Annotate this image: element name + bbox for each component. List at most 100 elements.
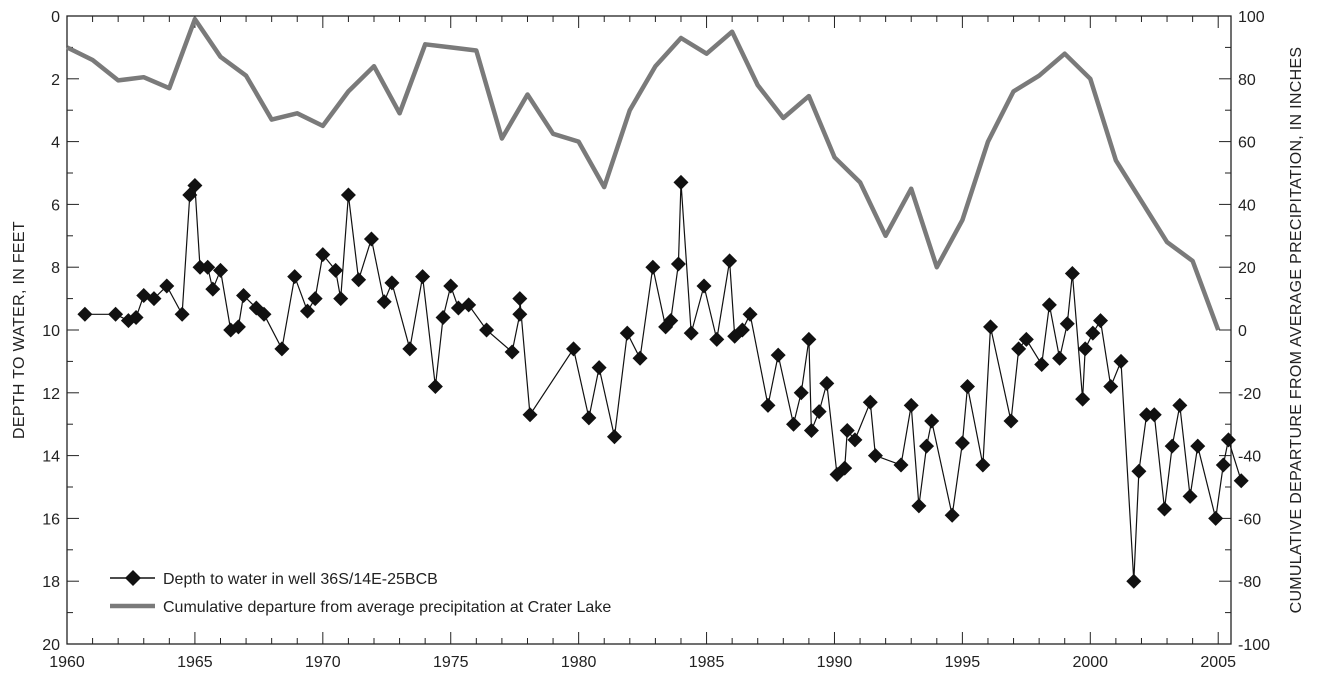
y-tick-label-left: 14 [42, 449, 60, 466]
depth-point [200, 259, 216, 275]
depth-point [146, 291, 162, 307]
depth-point [919, 438, 935, 454]
depth-point [839, 422, 855, 438]
depth-point [837, 460, 853, 476]
depth-point [1075, 391, 1091, 407]
x-tick-label: 1960 [49, 654, 85, 671]
depth-point [1077, 341, 1093, 357]
y-tick-label-right: 40 [1238, 197, 1256, 214]
depth-point [847, 432, 863, 448]
depth-point [299, 303, 315, 319]
depth-point [315, 247, 331, 263]
depth-point [954, 435, 970, 451]
y-tick-label-right: -40 [1238, 449, 1261, 466]
depth-point [924, 413, 940, 429]
depth-point [376, 294, 392, 310]
y-tick-label-left: 0 [51, 9, 60, 26]
depth-point [683, 325, 699, 341]
y-tick-label-left: 18 [42, 574, 60, 591]
y-tick-label-right: 100 [1238, 9, 1265, 26]
depth-point [673, 174, 689, 190]
depth-point [128, 309, 144, 325]
depth-point [363, 231, 379, 247]
depth-point [1233, 473, 1249, 489]
depth-point [742, 306, 758, 322]
depth-point [1208, 510, 1224, 526]
depth-point [1093, 313, 1109, 329]
x-tick-label: 1970 [305, 654, 341, 671]
depth-point [801, 331, 817, 347]
legend: Depth to water in well 36S/14E-25BCB Cum… [110, 570, 611, 616]
x-tick-label: 1995 [945, 654, 981, 671]
depth-point [734, 322, 750, 338]
depth-point [786, 416, 802, 432]
depth-point [205, 281, 221, 297]
depth-point [903, 397, 919, 413]
depth-point [287, 269, 303, 285]
depth-point [975, 457, 991, 473]
depth-point [1139, 407, 1155, 423]
y-tick-label-right: -60 [1238, 511, 1261, 528]
depth-point [663, 313, 679, 329]
x-tick-label: 2000 [1072, 654, 1108, 671]
depth-point [709, 331, 725, 347]
y-tick-label-left: 4 [51, 135, 60, 152]
precipitation-line [66, 16, 1221, 331]
depth-point [960, 379, 976, 395]
depth-point [591, 360, 607, 376]
depth-point [1011, 341, 1027, 357]
depth-point [1146, 407, 1162, 423]
y-tick-label-left: 20 [42, 637, 60, 654]
depth-point [1215, 457, 1231, 473]
y-tick-label-left: 2 [51, 72, 60, 89]
depth-point [236, 287, 252, 303]
depth-point [159, 278, 175, 294]
legend-depth-marker [125, 570, 141, 586]
y-axis-title-left: DEPTH TO WATER, IN FEET [11, 221, 28, 439]
depth-point [402, 341, 418, 357]
depth-point [803, 422, 819, 438]
depth-point [187, 178, 203, 194]
depth-point [522, 407, 538, 423]
x-tick-label: 1965 [177, 654, 213, 671]
depth-point [619, 325, 635, 341]
y-tick-label-left: 16 [42, 511, 60, 528]
depth-point [333, 291, 349, 307]
depth-point [722, 253, 738, 269]
y-tick-label-right: 60 [1238, 135, 1256, 152]
depth-point [212, 262, 228, 278]
depth-point [504, 344, 520, 360]
depth-point [819, 375, 835, 391]
legend-depth-label: Depth to water in well 36S/14E-25BCB [163, 571, 438, 588]
depth-point [670, 256, 686, 272]
depth-point [340, 187, 356, 203]
depth-point [1220, 432, 1236, 448]
y-tick-label-left: 6 [51, 197, 60, 214]
depth-point [911, 498, 927, 514]
depth-point [192, 259, 208, 275]
depth-point [443, 278, 459, 294]
depth-point [1003, 413, 1019, 429]
depth-point [77, 306, 93, 322]
depth-point [1064, 265, 1080, 281]
x-tick-label: 1980 [561, 654, 597, 671]
depth-point [274, 341, 290, 357]
x-tick-label: 1975 [433, 654, 469, 671]
depth-point [435, 309, 451, 325]
x-tick-label: 1985 [689, 654, 725, 671]
depth-point [793, 385, 809, 401]
depth-point [256, 306, 272, 322]
depth-point [1190, 438, 1206, 454]
depth-point [1041, 297, 1057, 313]
depth-series [77, 174, 1249, 589]
depth-point [893, 457, 909, 473]
depth-point [1126, 573, 1142, 589]
y-tick-label-right: -100 [1238, 637, 1270, 654]
depth-point [566, 341, 582, 357]
y-tick-label-left: 8 [51, 260, 60, 277]
depth-point [512, 291, 528, 307]
depth-point [770, 347, 786, 363]
depth-line [84, 182, 1242, 582]
depth-point [479, 322, 495, 338]
